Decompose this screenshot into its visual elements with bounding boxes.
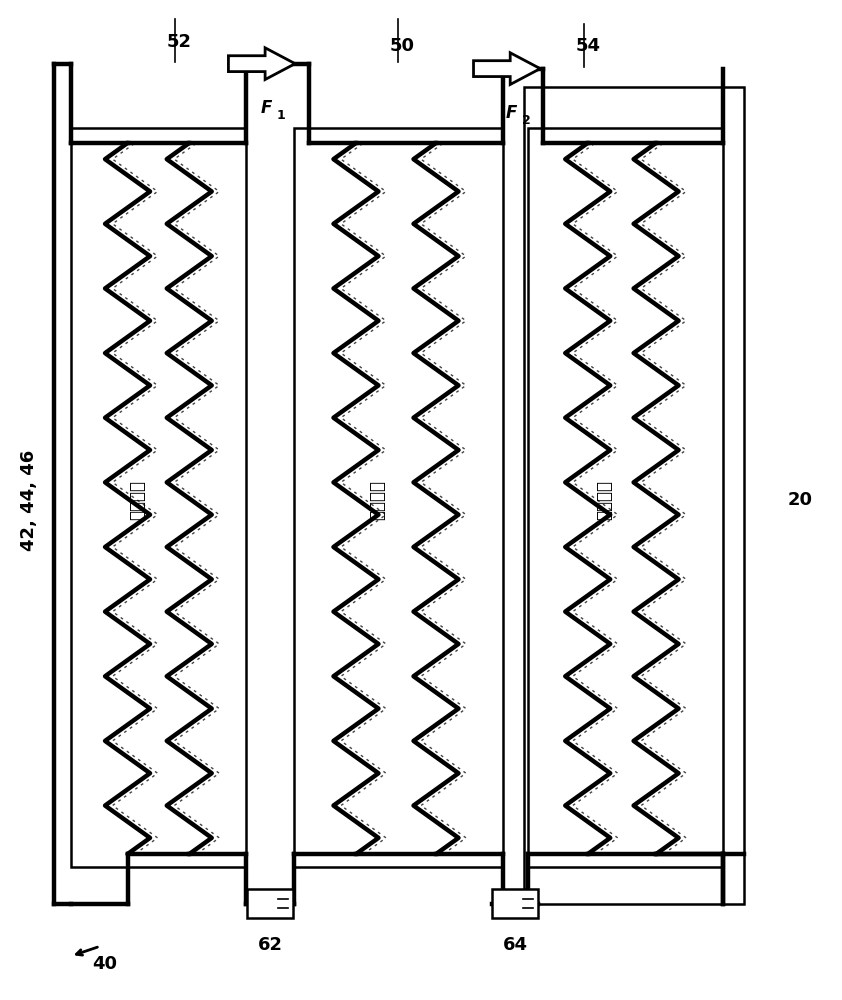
Bar [528, 128, 722, 867]
Text: 42, 44, 46: 42, 44, 46 [20, 449, 38, 551]
Text: 64: 64 [503, 936, 528, 954]
Polygon shape [473, 53, 541, 84]
Text: 2: 2 [522, 114, 530, 127]
Text: 62: 62 [258, 936, 283, 954]
Polygon shape [228, 48, 295, 80]
Bar [295, 128, 503, 867]
Text: 冷散热器: 冷散热器 [129, 480, 147, 520]
Text: F: F [260, 99, 272, 117]
Bar [493, 889, 538, 918]
Text: 20: 20 [788, 491, 813, 509]
Text: 54: 54 [575, 37, 600, 55]
Text: 52: 52 [167, 33, 192, 51]
Bar [71, 128, 246, 867]
Bar [524, 87, 743, 904]
Text: 50: 50 [389, 37, 414, 55]
Text: F: F [505, 104, 517, 122]
Text: 40: 40 [92, 955, 117, 973]
Text: 1: 1 [276, 109, 285, 122]
Text: 热交换器: 热交换器 [369, 480, 386, 520]
Text: 热散热器: 热散热器 [595, 480, 614, 520]
Bar [248, 889, 293, 918]
